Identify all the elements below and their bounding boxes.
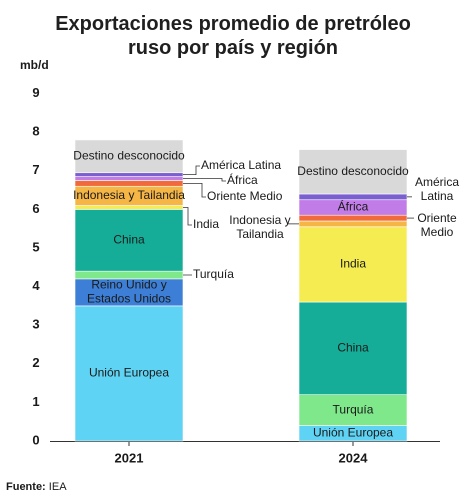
segment-label-africa-2021: África [227,172,258,187]
segment-label-turquia-2021: Turquía [193,267,234,281]
segment-label-africa-2024: África [338,199,369,214]
y-tick-label-3: 3 [32,317,39,332]
bar-segment-america-latina-2021 [74,172,184,177]
segment-label-destino-desconocido-2021: Destino desconocido [73,148,185,162]
bar-segment-oriente-medio-2024 [298,214,408,222]
leader-line-africa-2021 [183,178,226,182]
bar-segment-indonesia-y-tailandia-2024 [298,220,408,228]
y-tick-label-1: 1 [32,394,39,409]
segment-label-indonesia-y-tailandia-2024: Indonesia y Tailandia [229,213,290,241]
y-tick-label-5: 5 [32,239,39,254]
bar-segment-union-europea-2021 [74,305,184,442]
segment-label-america-latina-2024: América Latina [415,175,459,203]
segment-label-turquia-2024: Turquía [333,402,374,416]
bar-segment-india-2021 [74,205,184,210]
x-tick-label-2024: 2024 [339,450,369,465]
bar-segment-destino-desconocido-2024 [298,149,408,195]
y-axis-unit-label: mb/d [20,58,49,72]
bar-segment-oriente-medio-2021 [74,180,184,187]
leader-line-oriente-medio-2021 [183,182,206,198]
segment-label-destino-desconocido-2024: Destino desconocido [297,164,409,178]
segment-label-reino-unido-y-estados-unidos-2021: Reino Unido y Estados Unidos [87,278,171,306]
source-note: Fuente: IEA [6,481,67,493]
bar-segment-india-2024 [298,226,408,303]
y-tick-label-6: 6 [32,201,39,216]
y-tick-label-0: 0 [32,432,39,447]
segment-label-america-latina-2021: América Latina [201,158,281,172]
segment-label-india-2024: India [340,257,366,271]
x-tick-label-2021: 2021 [115,450,144,465]
bar-segment-turquia-2024 [298,394,408,426]
y-tick-label-4: 4 [32,278,40,293]
bar-segment-china-2021 [74,209,184,272]
source-value: IEA [48,481,67,493]
segment-label-union-europea-2021: Unión Europea [89,366,169,380]
bar-segment-destino-desconocido-2021 [74,139,184,174]
chart-title-line-1: Exportaciones promedio de pretróleo [55,13,411,35]
bar-segment-reino-unido-y-estados-unidos-2021 [74,278,184,307]
leader-line-india-2021 [183,207,192,226]
bar-segment-china-2024 [298,301,408,395]
segment-label-india-2021: India [193,217,219,231]
segment-label-china-2024: China [337,341,369,355]
y-tick-label-7: 7 [32,162,39,177]
segment-label-union-europea-2024: Unión Europea [313,425,393,439]
segment-label-oriente-medio-2024: Oriente Medio [417,211,457,239]
bar-segment-africa-2021 [74,176,184,181]
segment-label-indonesia-y-tailandia-2021: Indonesia y Tailandia [73,188,185,202]
leader-line-america-latina-2021 [183,165,200,176]
segment-label-oriente-medio-2021: Oriente Medio [207,189,283,203]
y-tick-label-2: 2 [32,355,39,370]
segment-label-china-2021: China [113,232,145,246]
y-tick-label-9: 9 [32,85,39,100]
source-label: Fuente: [6,481,46,493]
chart-title-line-2: ruso por país y región [127,37,339,59]
y-tick-label-8: 8 [32,124,39,139]
